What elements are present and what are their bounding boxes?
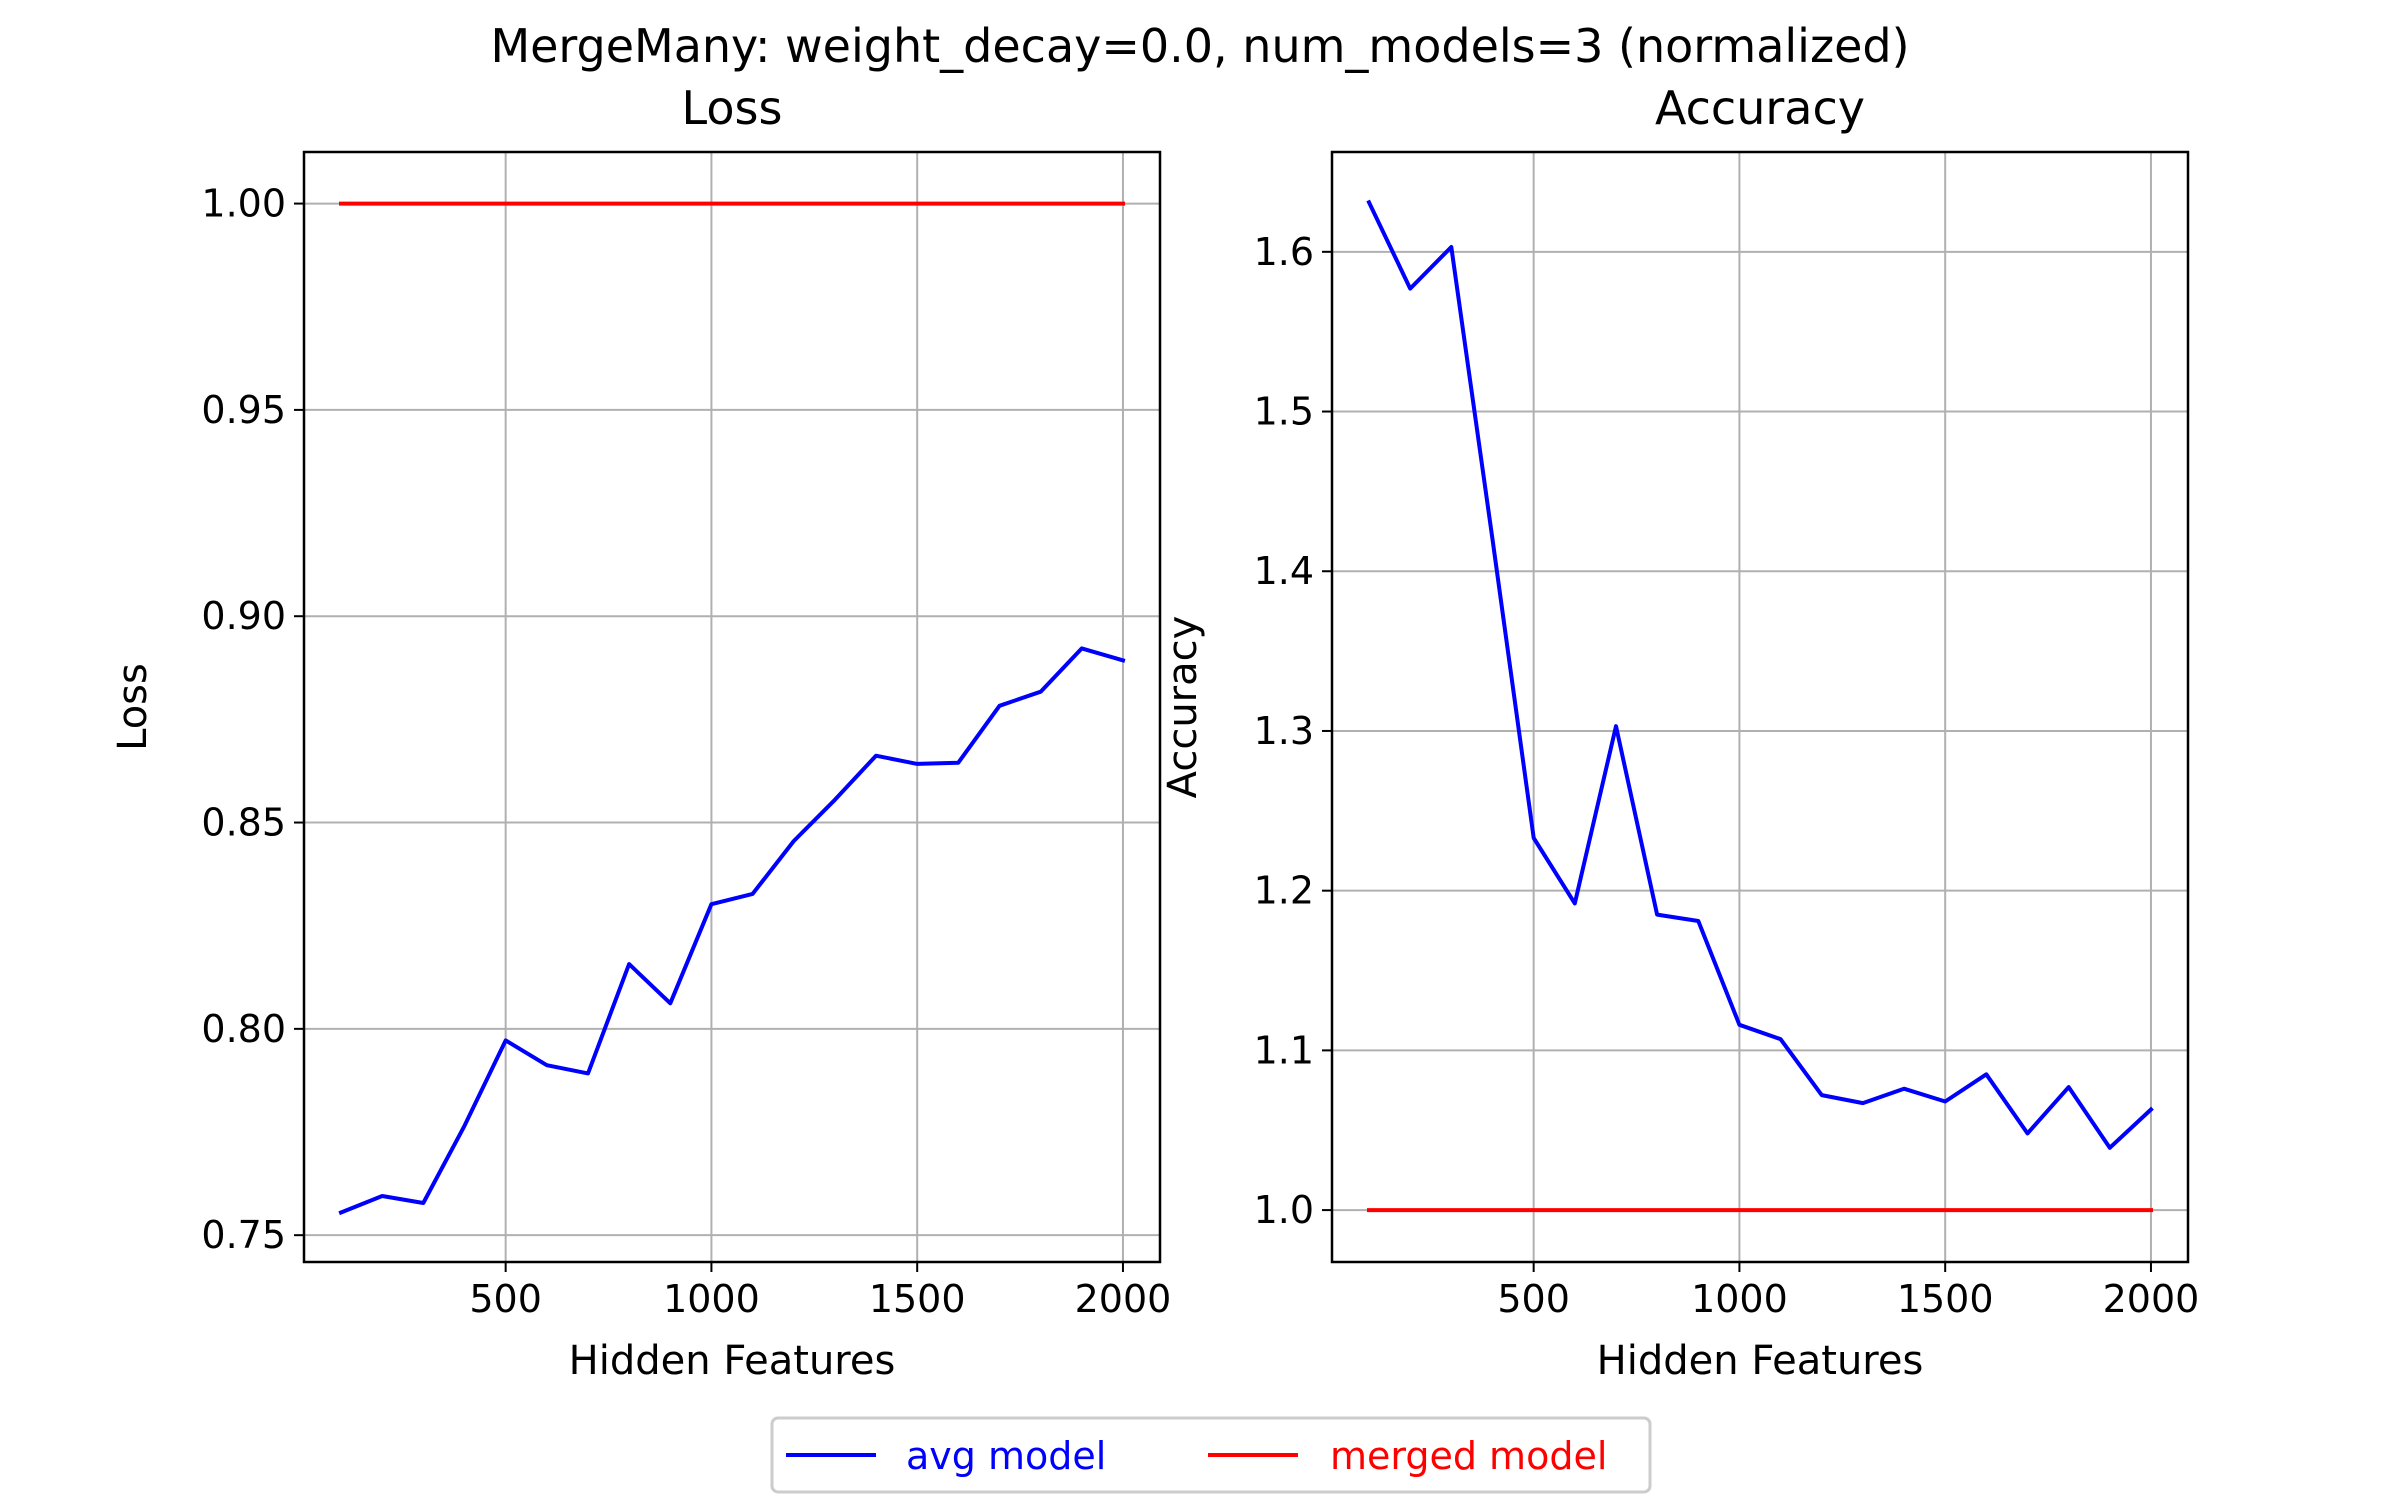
series-line-avg-model (338, 646, 1126, 1216)
panel-title: Accuracy (1655, 81, 1865, 135)
y-tick-label: 1.1 (1254, 1028, 1314, 1072)
x-tick-label: 2000 (1075, 1277, 1172, 1321)
panel-loss: 500 1000 1500 2000 0.75 0.80 0.85 0.90 0.95 1.00 L… (110, 81, 1171, 1384)
panel-title: Loss (682, 81, 783, 135)
y-axis-label: Loss (110, 663, 156, 751)
x-tick-label: 500 (1497, 1277, 1570, 1321)
y-tick-label: 1.5 (1254, 390, 1314, 434)
y-tick-label: 0.85 (201, 801, 286, 845)
plot-frame (1330, 150, 2190, 1264)
legend-label-avg-model: avg model (906, 1434, 1106, 1478)
y-tick-label: 1.2 (1254, 869, 1314, 913)
y-tick-label: 1.6 (1254, 230, 1314, 274)
y-tick-label: 1.00 (201, 182, 286, 226)
y-axis-label: Accuracy (1160, 616, 1206, 799)
series-line-avg-model (1366, 199, 2154, 1150)
x-tick-label: 1000 (1691, 1277, 1788, 1321)
y-tick-label: 0.90 (201, 594, 286, 638)
x-tick-label: 500 (469, 1277, 542, 1321)
y-tick-label: 1.3 (1254, 709, 1314, 753)
chart-panels: 500 1000 1500 2000 0.75 0.80 0.85 0.90 0.95 1.00 L… (110, 81, 2199, 1384)
figure-suptitle: MergeMany: weight_decay=0.0, num_models=… (490, 19, 1909, 73)
x-tick-label: 2000 (2103, 1277, 2200, 1321)
x-tick-label: 1500 (1897, 1277, 1994, 1321)
x-axis-label: Hidden Features (1597, 1338, 1924, 1384)
plot-frame (302, 150, 1162, 1264)
y-tick-label: 1.4 (1254, 549, 1314, 593)
legend-label-merged-model: merged model (1330, 1434, 1607, 1478)
panel-accuracy: 500 1000 1500 2000 1.0 1.1 1.2 1.3 1.4 1.5 1.6 Accu… (1160, 81, 2199, 1384)
x-tick-label: 1000 (663, 1277, 760, 1321)
x-tick-label: 1500 (869, 1277, 966, 1321)
x-axis-label: Hidden Features (569, 1338, 896, 1384)
y-tick-label: 0.75 (201, 1213, 286, 1257)
y-tick-label: 1.0 (1254, 1188, 1314, 1232)
y-tick-label: 0.80 (201, 1007, 286, 1051)
y-tick-label: 0.95 (201, 388, 286, 432)
legend: avg model merged model (770, 1416, 1652, 1494)
